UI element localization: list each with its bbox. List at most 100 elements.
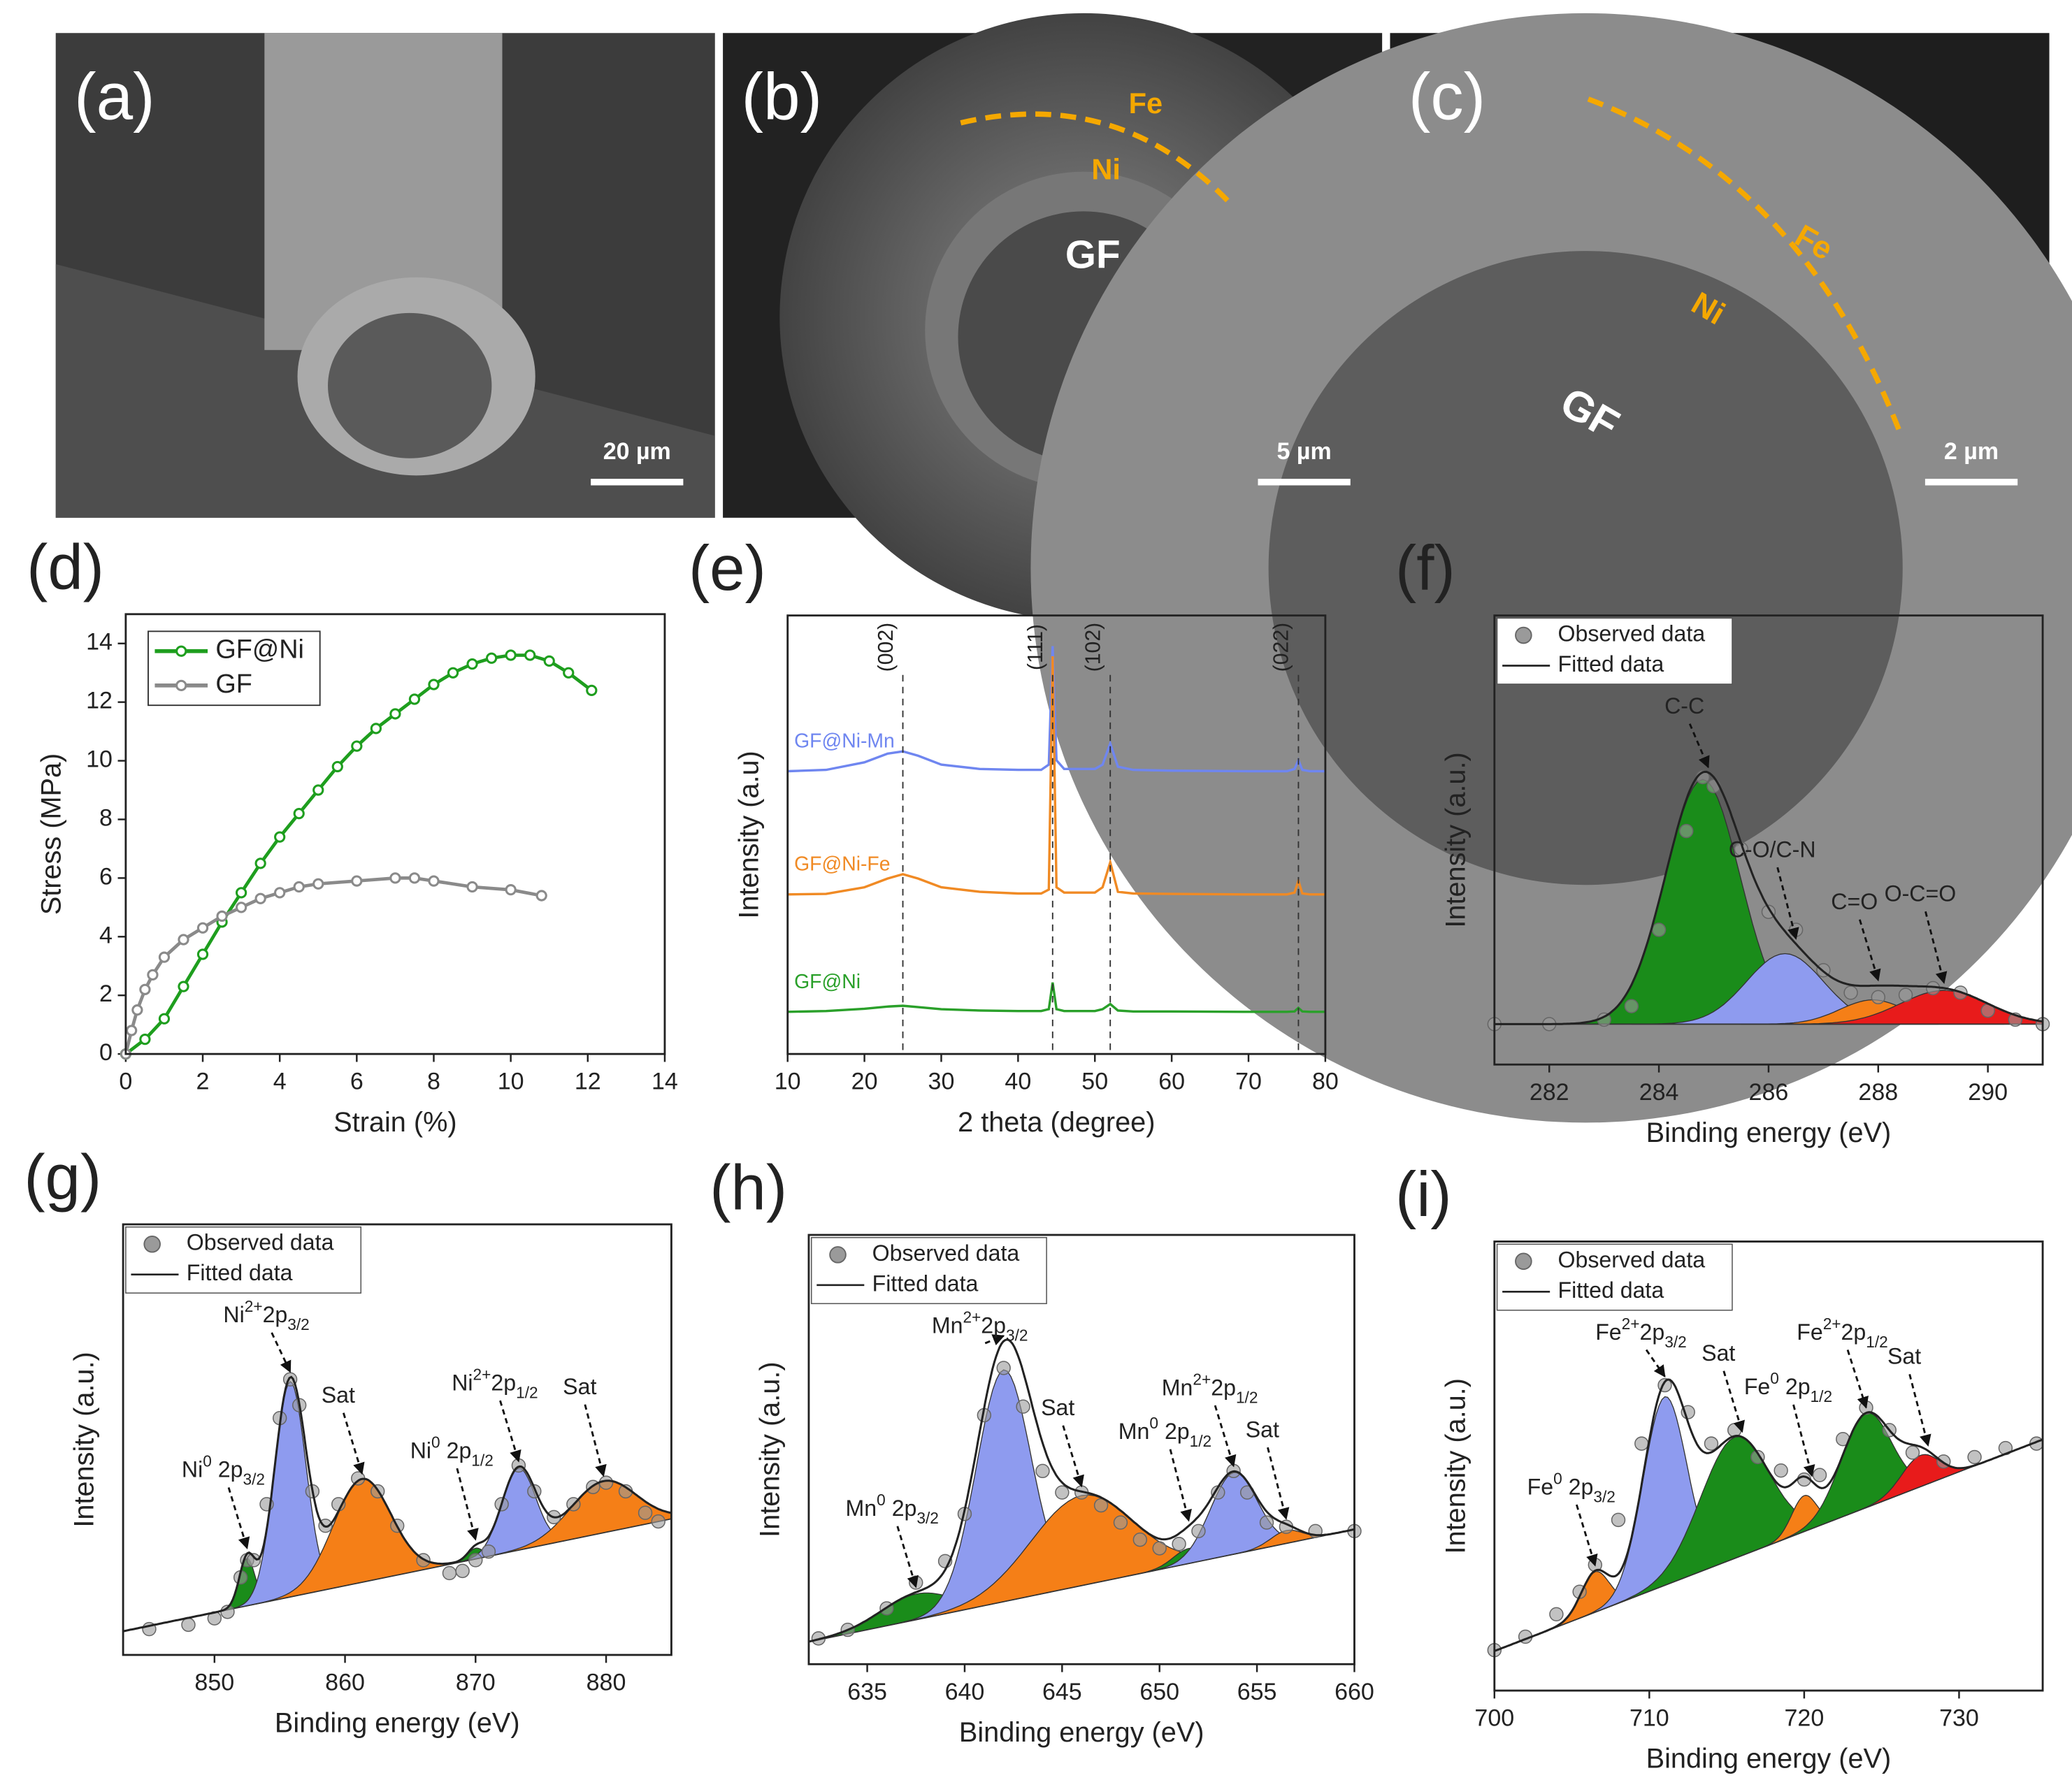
data-point xyxy=(447,667,459,679)
annotation-part: 2p xyxy=(491,1370,516,1396)
annotation-part: 3/2 xyxy=(916,1509,939,1527)
annotation-part: 2+ xyxy=(963,1308,981,1326)
data-point xyxy=(254,858,266,869)
legend-marker xyxy=(1515,626,1532,644)
legend-label: Observed data xyxy=(1558,621,1706,646)
x-axis-label: 2 theta (degree) xyxy=(958,1107,1155,1138)
annotation-part: 3/2 xyxy=(287,1315,309,1333)
observed-point xyxy=(1871,990,1886,1005)
annotation-part: 1/2 xyxy=(1866,1333,1887,1351)
x-axis-label: Strain (%) xyxy=(333,1107,456,1138)
x-tick-label: 10 xyxy=(775,1069,801,1095)
annotation: C-C xyxy=(1664,693,1704,718)
legend-box xyxy=(810,1237,1047,1305)
annotation-arrow xyxy=(1267,1447,1290,1520)
annotation: Ni0 2p3/2 xyxy=(182,1452,265,1489)
observed-point xyxy=(1727,1423,1742,1438)
x-tick-label: 288 xyxy=(1858,1079,1898,1106)
annotation-part: 2p xyxy=(440,1438,472,1463)
x-tick-label: 635 xyxy=(847,1679,887,1705)
annotation-arrow xyxy=(1776,867,1799,940)
annotation-part: 3/2 xyxy=(1006,1326,1028,1344)
reference-label: (102) xyxy=(1082,623,1105,672)
legend-box xyxy=(1496,617,1733,685)
annotation-arrow xyxy=(456,1468,479,1541)
annotation-part: Sat xyxy=(1887,1344,1921,1369)
legend-marker xyxy=(175,645,187,657)
annotation: Sat xyxy=(1702,1340,1735,1366)
legend-label: Fitted data xyxy=(187,1260,293,1285)
series-line xyxy=(787,656,1325,896)
y-tick-label: 8 xyxy=(99,804,113,831)
annotation-part: 0 xyxy=(1149,1414,1158,1432)
x-tick-label: 282 xyxy=(1530,1079,1569,1106)
annotation: Sat xyxy=(1041,1396,1074,1421)
y-axis-label: Intensity (a.u.) xyxy=(1440,1378,1471,1554)
annotation-part: Fe xyxy=(1744,1375,1770,1400)
data-point xyxy=(466,881,478,893)
annotation-part: 3/2 xyxy=(1664,1333,1687,1351)
annotation-arrow xyxy=(499,1400,521,1463)
data-point xyxy=(274,831,286,843)
observed-point xyxy=(909,1575,923,1590)
x-axis-label: Binding energy (eV) xyxy=(959,1717,1204,1748)
x-tick-label: 60 xyxy=(1158,1069,1185,1095)
annotation-part: 2p xyxy=(1211,1375,1236,1401)
legend-label: GF@Ni xyxy=(215,635,304,665)
data-point xyxy=(543,655,555,667)
annotation-part: Sat xyxy=(1041,1396,1074,1421)
legend-marker xyxy=(143,1235,161,1253)
annotation: C-O/C-N xyxy=(1729,837,1816,862)
annotation-part: 2+ xyxy=(1622,1315,1640,1333)
annotation-part: 2p xyxy=(212,1457,243,1482)
data-point xyxy=(351,875,363,887)
annotation: Mn2+2p1/2 xyxy=(1162,1370,1258,1406)
observed-point xyxy=(1016,1399,1030,1414)
annotation-part: 2p xyxy=(1562,1475,1594,1500)
annotation-arrow xyxy=(584,1404,607,1477)
x-tick-label: 645 xyxy=(1042,1679,1082,1705)
x-tick-label: 70 xyxy=(1235,1069,1262,1095)
annotation: Mn0 2p3/2 xyxy=(846,1491,939,1527)
scale-bar-label: 20 µm xyxy=(603,438,671,465)
observed-point xyxy=(468,1553,483,1568)
sem-annotation: Fe xyxy=(1129,87,1163,120)
annotation: Sat xyxy=(563,1374,596,1399)
data-point xyxy=(505,649,517,661)
data-point xyxy=(293,807,305,820)
plot xyxy=(1487,769,2050,1032)
observed-point xyxy=(996,1361,1011,1375)
y-tick-label: 0 xyxy=(99,1039,113,1066)
legend-marker xyxy=(1515,1252,1532,1271)
series-line xyxy=(124,653,593,1056)
annotation-arrow xyxy=(1688,723,1710,769)
data-point xyxy=(216,910,228,923)
annotation: Ni2+2p1/2 xyxy=(452,1365,538,1401)
annotation-part: Sat xyxy=(1246,1417,1279,1442)
annotation-part: 3/2 xyxy=(243,1470,266,1489)
panel-label: (d) xyxy=(27,532,104,602)
data-point xyxy=(254,892,266,904)
x-tick-label: 12 xyxy=(575,1069,601,1095)
plot xyxy=(122,1372,672,1637)
observed-point xyxy=(1113,1515,1128,1530)
x-tick-label: 850 xyxy=(194,1670,234,1696)
data-point xyxy=(428,875,440,887)
scale-bar-label: 5 µm xyxy=(1277,438,1332,465)
data-point xyxy=(389,708,401,720)
data-point xyxy=(178,934,189,946)
observed-point xyxy=(442,1565,457,1581)
annotation-part: 0 xyxy=(431,1433,440,1451)
reference-label: (022) xyxy=(1270,623,1293,672)
annotation-part: 0 xyxy=(1553,1469,1562,1487)
annotation-arrow xyxy=(1722,1370,1745,1433)
legend-box xyxy=(1496,1243,1733,1311)
annotation-arrow xyxy=(1792,1404,1815,1477)
observed-point xyxy=(1093,1498,1109,1513)
fitted-line xyxy=(808,1338,1355,1643)
x-axis-label: Binding energy (eV) xyxy=(1646,1117,1892,1148)
x-tick-label: 660 xyxy=(1334,1679,1374,1705)
y-axis-label: Stress (MPa) xyxy=(36,753,66,915)
annotation-arrow xyxy=(896,1526,919,1589)
data-point xyxy=(535,890,547,902)
